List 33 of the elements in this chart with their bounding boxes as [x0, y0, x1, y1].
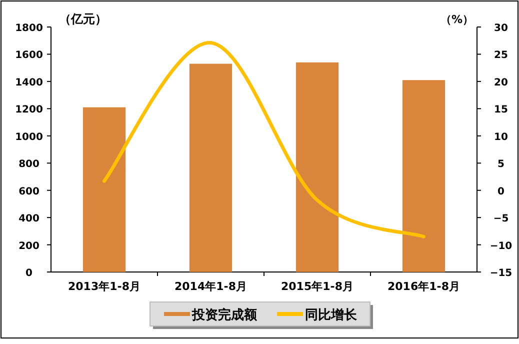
legend-label: 投资完成额 [191, 307, 258, 323]
line-series [102, 41, 426, 238]
y2-tick-label: 25 [494, 50, 508, 62]
bar [189, 64, 232, 272]
y-axis-title: （亿元） [59, 12, 107, 26]
y-tick-label: 1800 [15, 23, 43, 34]
y-tick-label: 1400 [15, 77, 43, 88]
y-tick-label: 1000 [15, 132, 43, 143]
x-tick-label: 2013年1-8月 [68, 280, 140, 293]
bar [82, 107, 126, 272]
y-tick-label: 800 [18, 159, 40, 170]
y2-tick-label: −5 [493, 214, 509, 225]
y2-tick-label: 5 [498, 159, 505, 170]
y-tick-label: 600 [18, 186, 40, 198]
y2-tick-label: 15 [494, 104, 508, 116]
y-tick-label: 200 [18, 240, 40, 252]
x-tick-label: 2015年1-8月 [281, 280, 354, 293]
y-tick-label: 1200 [15, 104, 43, 116]
y2-tick-label: 20 [494, 77, 508, 88]
x-tick-label: 2014年1-8月 [174, 280, 247, 293]
bar [402, 80, 446, 272]
legend-label: 同比增长 [305, 308, 358, 323]
y2-tick-label: −15 [490, 268, 512, 279]
y2-tick-label: 0 [498, 186, 505, 198]
y-tick-label: 400 [18, 214, 40, 225]
y2-tick-label: 10 [494, 132, 508, 143]
bar [296, 62, 339, 272]
y2-tick-label: 30 [494, 23, 508, 34]
x-tick-label: 2016年1-8月 [388, 280, 460, 293]
y-tick-label: 1600 [15, 50, 43, 62]
y2-tick-label: −10 [490, 240, 512, 252]
y2-axis-title: （%） [440, 13, 474, 26]
y-tick-label: 0 [26, 268, 33, 279]
